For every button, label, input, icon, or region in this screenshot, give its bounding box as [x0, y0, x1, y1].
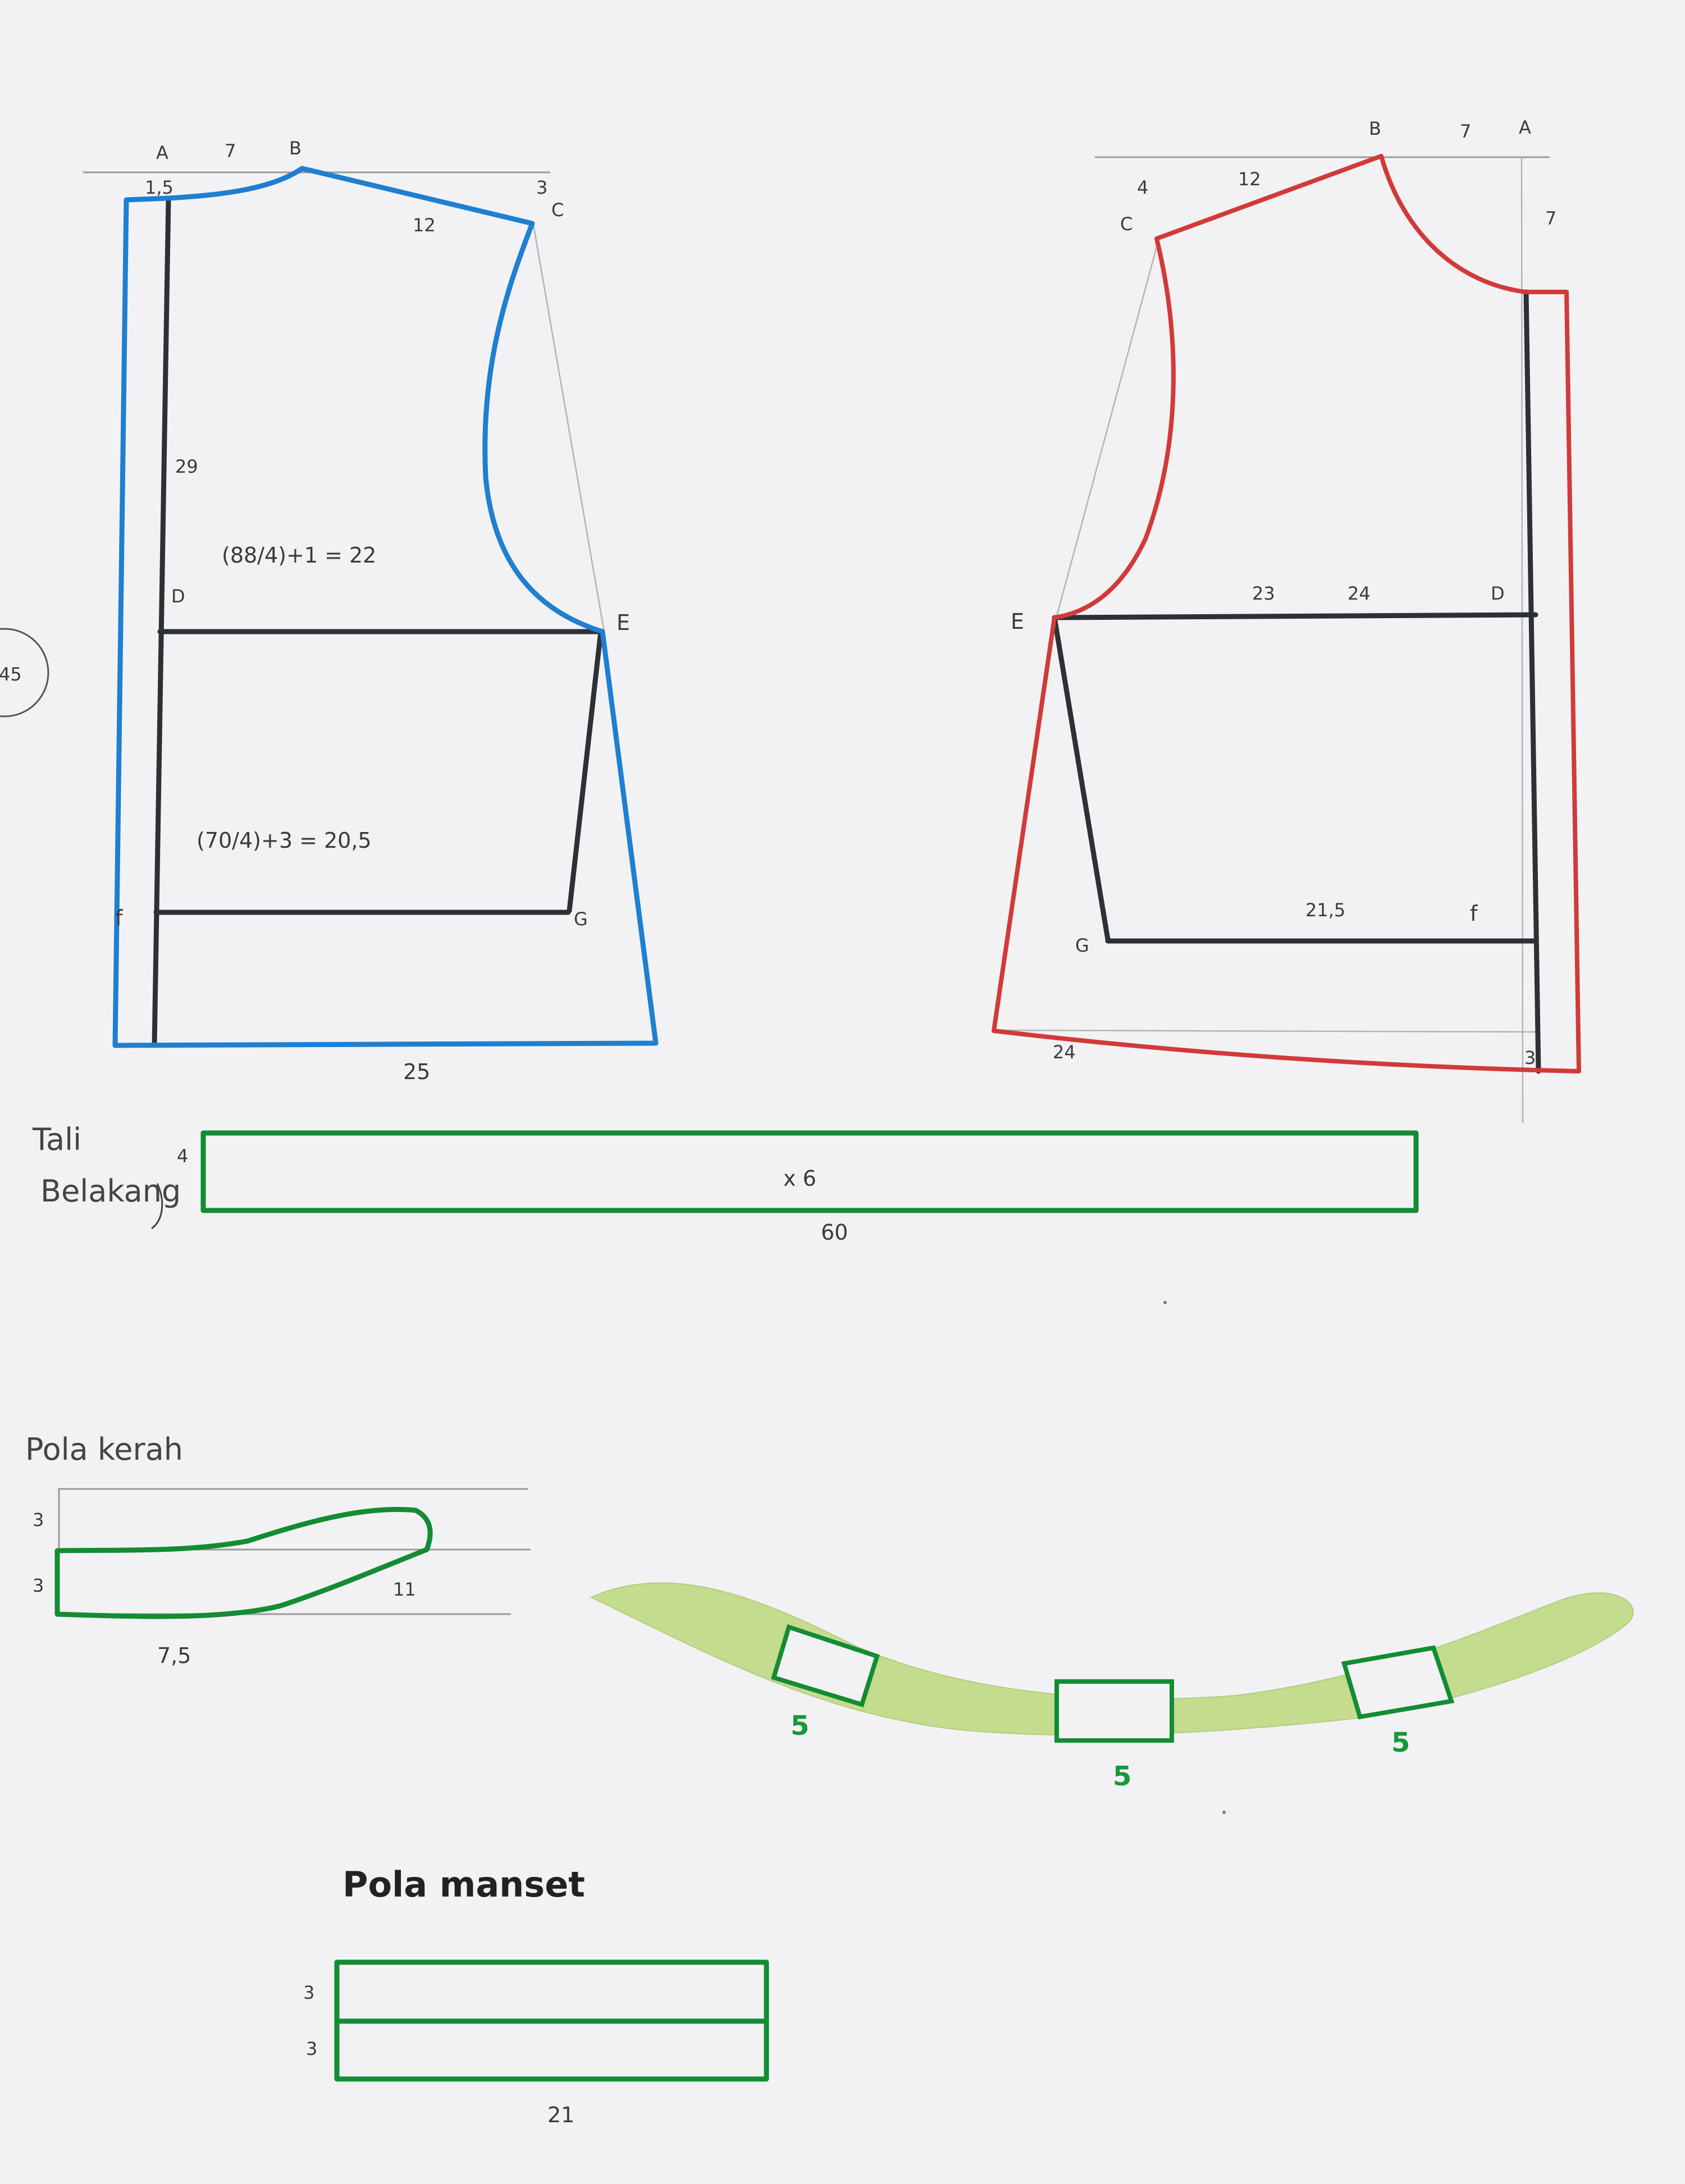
front-point-d: D: [171, 586, 185, 607]
paper-collar-window-label-center: 5: [1113, 1761, 1131, 1792]
back-side-line: [1052, 615, 1111, 942]
back-point-d: D: [1491, 583, 1505, 604]
kerah-title: Pola kerah: [25, 1432, 183, 1467]
manset-title: Pola manset: [343, 1864, 585, 1905]
front-point-b: B: [289, 138, 302, 159]
tali-belakang-pattern: Tali Belakang 4 x 6 60: [32, 1122, 1419, 1245]
tali-title-bracket: [151, 1183, 163, 1230]
pola-manset-pattern: Pola manset 3 3 21: [303, 1864, 769, 2127]
kerah-tip-length: 11: [393, 1579, 416, 1600]
back-shoulder-drop: 4: [1137, 177, 1148, 198]
front-shoulder-drop: 3: [536, 177, 547, 198]
front-center-line: [152, 197, 171, 1048]
tali-title-line2: Belakang: [40, 1173, 181, 1209]
pencil-dot: [1163, 1301, 1167, 1304]
front-point-g: G: [574, 908, 588, 930]
pencil-dot: [1222, 1811, 1226, 1814]
front-side-line: [567, 629, 604, 913]
tali-width: 4: [177, 1145, 188, 1167]
paper-collar-window-label-right: 5: [1391, 1727, 1410, 1758]
back-shoulder-measure: 12: [1238, 168, 1261, 190]
front-point-e: E: [617, 610, 630, 635]
manset-top-height: 3: [303, 1982, 314, 2003]
front-ab-measure: 7: [225, 140, 236, 162]
back-right-guide-line: [1520, 157, 1524, 1123]
back-chest-line: [1052, 612, 1538, 620]
back-point-g: G: [1075, 935, 1089, 956]
back-hem-drop: 3: [1524, 1047, 1536, 1068]
back-armhole-guide-line: [1054, 238, 1160, 621]
tali-length: 60: [821, 1220, 848, 1245]
back-point-e: E: [1011, 609, 1024, 634]
side-marker: 45: [0, 628, 49, 718]
front-neck-drop: 1,5: [145, 177, 173, 198]
back-point-c: C: [1120, 213, 1133, 235]
front-outline: [112, 166, 659, 1048]
back-ab-measure: 7: [1460, 121, 1471, 142]
back-outline: [992, 154, 1581, 1073]
tali-strip: [200, 1130, 1419, 1213]
paper-collar-window-label-left: 5: [791, 1710, 809, 1742]
back-point-b: B: [1369, 118, 1381, 139]
back-hem-guide-line: [996, 1029, 1539, 1033]
paper-collar-window-center: [1054, 1679, 1174, 1743]
kerah-base-length: 7,5: [157, 1643, 191, 1668]
back-center-line: [1523, 289, 1541, 1074]
front-chest-formula: (88/4)+1 = 22: [222, 543, 376, 568]
front-armhole-guide-line: [532, 224, 605, 632]
front-hem-measure: 25: [403, 1059, 430, 1084]
side-marker-number: 45: [0, 664, 22, 685]
manset-bottom-height: 3: [306, 2038, 317, 2059]
back-hem-measure: 24: [1053, 1041, 1076, 1063]
paper-collar-window-left: [771, 1624, 880, 1707]
front-ad-measure: 29: [175, 456, 198, 477]
tali-quantity: x 6: [783, 1166, 816, 1191]
kerah-bottom-height: 3: [33, 1575, 44, 1596]
front-point-a: A: [156, 142, 168, 163]
front-point-f: f: [115, 906, 124, 930]
back-waist-measure: 21,5: [1305, 899, 1345, 921]
tali-title-line1: Tali: [32, 1122, 81, 1157]
manset-length: 21: [547, 2103, 574, 2127]
back-bodice-pattern: B 7 A 4 12 C 7 23 24 D E 21,5 f G 24 3: [992, 117, 1581, 1123]
back-chest-measure: 24: [1348, 583, 1371, 604]
back-chest-inner: 23: [1252, 583, 1275, 604]
kerah-top-height: 3: [33, 1509, 44, 1530]
front-bodice-pattern: A B 7 1,5 3 C 12 29 (88/4)+1 = 22 D E (7…: [83, 138, 659, 1084]
side-marker-circle: [0, 628, 49, 718]
front-shoulder-measure: 12: [413, 214, 436, 236]
kerah-outline: [54, 1506, 433, 1619]
paper-collar-window-right: [1341, 1645, 1455, 1720]
front-waist-formula: (70/4)+3 = 20,5: [197, 828, 372, 853]
front-point-c: C: [551, 199, 564, 221]
back-point-f: f: [1470, 901, 1478, 926]
back-point-a: A: [1519, 117, 1531, 138]
back-neck-depth: 7: [1545, 208, 1556, 229]
paper-collar-sample: 5 5 5: [590, 1582, 1634, 1792]
pola-kerah-pattern: Pola kerah 3 3 11 7,5: [25, 1432, 531, 1668]
